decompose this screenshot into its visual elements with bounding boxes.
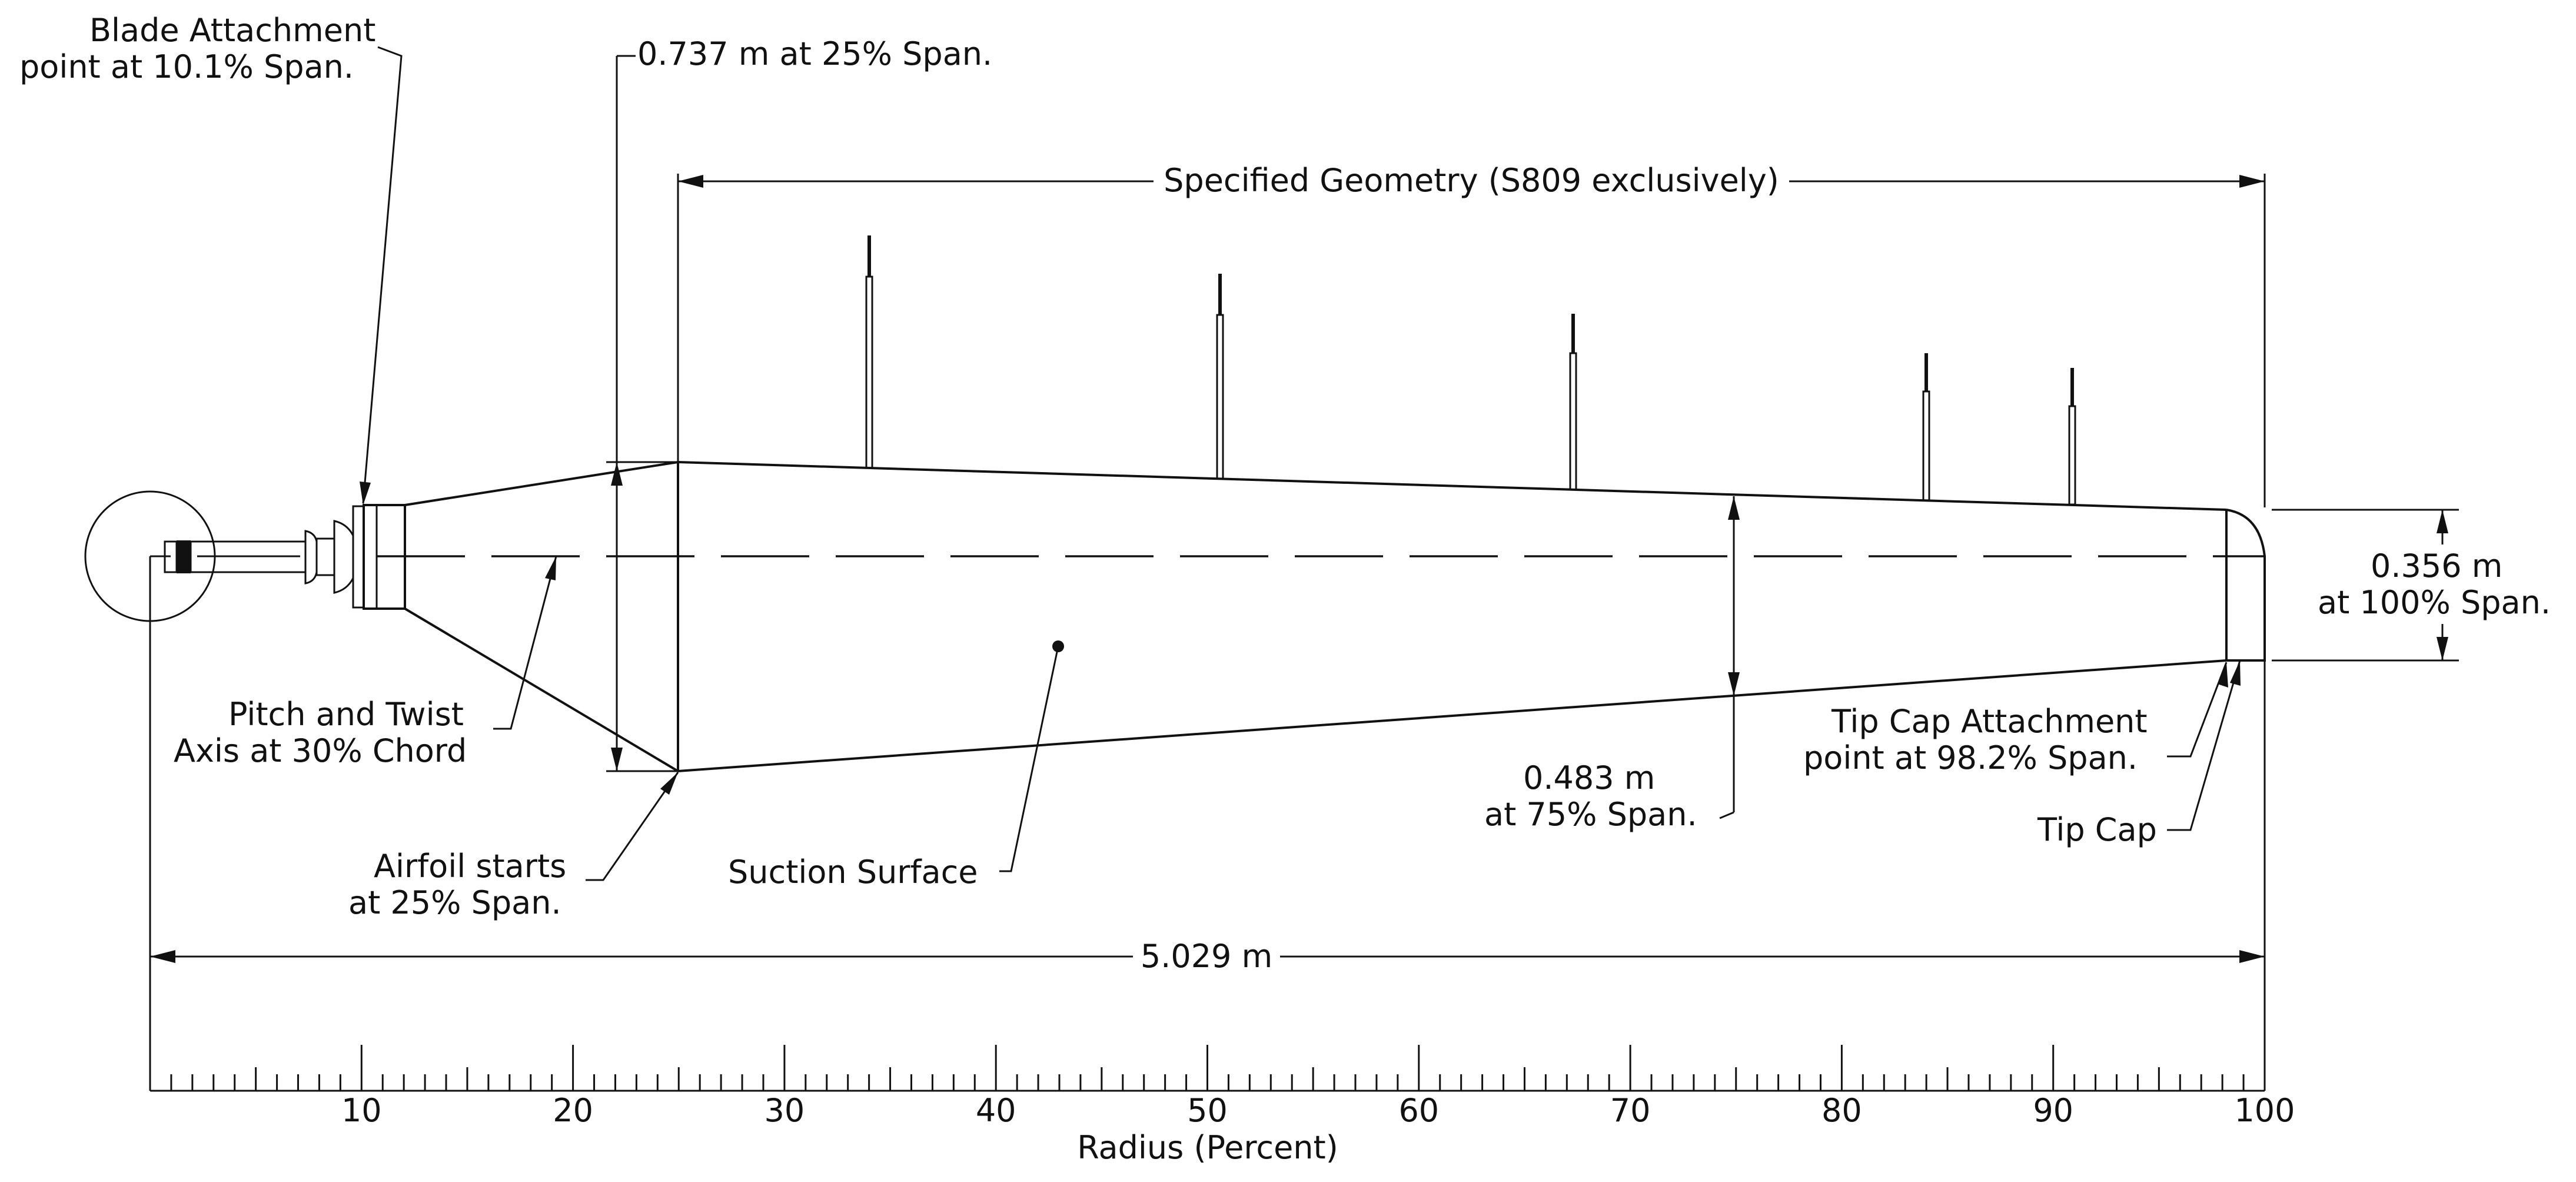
pitch-axis-line1: Pitch and Twist: [228, 696, 464, 733]
tick-label: 80: [1822, 1092, 1862, 1129]
airfoil-starts-line2: at 25% Span.: [348, 884, 561, 921]
pressure-tap-tube: [1569, 352, 1577, 491]
airfoil-starts-line1: Airfoil starts: [374, 848, 566, 885]
overall-length-label: 5.029 m: [1141, 938, 1272, 975]
pressure-tap-tube: [1216, 314, 1224, 480]
specified-geometry-dimension: Specified Geometry (S809 exclusively): [677, 162, 2266, 507]
tick-label: 20: [553, 1092, 593, 1129]
tick-label: 60: [1398, 1092, 1439, 1129]
tick-label: 30: [765, 1092, 805, 1129]
tip-cap-attachment-line2: point at 98.2% Span.: [1803, 739, 2138, 776]
blade-outline: [404, 461, 2266, 772]
chord-75-location: at 75% Span.: [1484, 796, 1697, 833]
blade-attachment-callout: Blade Attachment point at 10.1% Span.: [19, 12, 403, 505]
chord-100-location: at 100% Span.: [2318, 584, 2551, 621]
blade-attachment-line1: Blade Attachment: [89, 12, 375, 49]
pressure-tap-tube: [1922, 390, 1930, 502]
specified-geometry-label: Specified Geometry (S809 exclusively): [1164, 162, 1779, 199]
tip-cap-outline: [2226, 509, 2266, 662]
suction-surface-callout: Suction Surface: [728, 646, 1059, 891]
chord-100-value: 0.356 m: [2371, 547, 2502, 585]
tick-label: 50: [1187, 1092, 1228, 1129]
radius-axis-title: Radius (Percent): [1077, 1129, 1338, 1166]
pressure-tap-tube: [2068, 405, 2076, 506]
tick-label: 100: [2234, 1092, 2295, 1129]
overall-length-dimension: 5.029 m: [149, 555, 2266, 1091]
pitch-axis-line2: Axis at 30% Chord: [174, 732, 467, 769]
chord-100-dimension: 0.356 m at 100% Span.: [2272, 509, 2551, 662]
root-attachment: [164, 504, 406, 610]
chord-25-dimension: 0.737 m at 25% Span.: [606, 35, 992, 772]
tick-label: 10: [341, 1092, 382, 1129]
pressure-tap-tube: [865, 275, 873, 469]
tick-label: 90: [2033, 1092, 2073, 1129]
tip-cap-label: Tip Cap: [2037, 811, 2157, 848]
chord-25-label: 0.737 m at 25% Span.: [637, 35, 992, 72]
pressure-tap-tubes: [865, 235, 2076, 506]
tip-cap-attachment-callout: Tip Cap Attachment point at 98.2% Span.: [1803, 662, 2228, 776]
radius-axis: Radius (Percent) 10 20 30 40 50 60 70 80 90 100: [149, 1045, 2295, 1166]
tip-cap-callout: Tip Cap: [2037, 660, 2241, 848]
suction-surface-label: Suction Surface: [728, 854, 978, 891]
tip-cap-attachment-line1: Tip Cap Attachment: [1831, 703, 2148, 740]
chord-75-dimension: 0.483 m at 75% Span.: [1484, 496, 1740, 833]
tick-label: 70: [1610, 1092, 1651, 1129]
tick-label: 40: [976, 1092, 1016, 1129]
airfoil-starts-callout: Airfoil starts at 25% Span.: [348, 772, 679, 921]
pitch-axis-callout: Pitch and Twist Axis at 30% Chord: [174, 556, 557, 769]
chord-75-value: 0.483 m: [1523, 759, 1655, 796]
blade-attachment-line2: point at 10.1% Span.: [19, 48, 354, 85]
